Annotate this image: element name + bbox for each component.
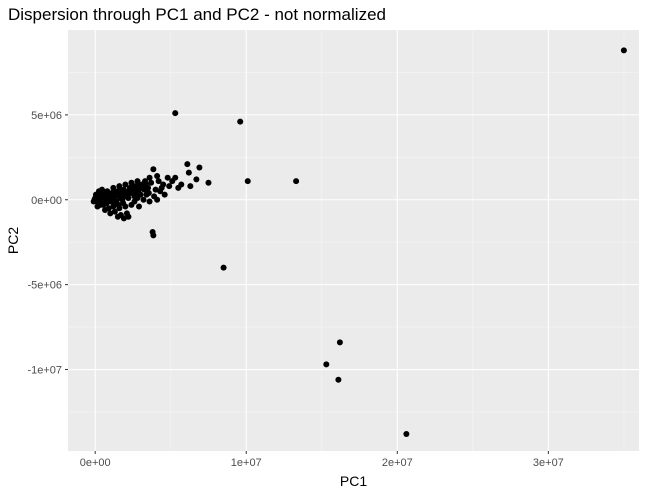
data-point: [135, 203, 142, 210]
data-point: [150, 166, 157, 173]
data-point: [184, 161, 191, 168]
data-point: [121, 191, 128, 198]
data-point: [107, 210, 114, 217]
x-tick-label: 2e+07: [382, 457, 413, 469]
y-tick-label: 5e+06: [31, 110, 62, 122]
data-point: [110, 184, 117, 191]
data-point: [133, 189, 140, 196]
data-point: [205, 179, 212, 186]
data-point: [111, 208, 118, 215]
data-point: [244, 178, 251, 185]
y-tick-label: 0e+00: [31, 195, 62, 207]
data-point: [293, 178, 300, 185]
data-point: [112, 189, 119, 196]
data-point: [220, 264, 227, 271]
data-point: [117, 195, 124, 202]
data-point: [336, 339, 343, 346]
data-point: [154, 172, 161, 179]
data-point: [403, 431, 410, 438]
data-point: [128, 201, 135, 208]
y-tick-label: -5e+06: [27, 280, 62, 292]
data-point: [102, 196, 109, 203]
data-point: [122, 181, 129, 188]
data-point: [146, 174, 153, 181]
data-point: [125, 213, 132, 220]
minor-gridlines: [68, 30, 639, 451]
data-point: [95, 188, 102, 195]
x-tick-label: 1e+07: [231, 457, 262, 469]
data-point: [196, 164, 203, 171]
data-point: [335, 376, 342, 383]
data-point: [155, 178, 162, 185]
x-tick-label: 0e+00: [80, 457, 111, 469]
data-point: [126, 188, 133, 195]
data-point: [93, 193, 100, 200]
data-point: [172, 174, 179, 181]
data-point: [164, 174, 171, 181]
data-point: [185, 169, 192, 176]
data-point: [146, 198, 153, 205]
chart-title: Dispersion through PC1 and PC2 - not nor…: [8, 5, 386, 24]
data-point: [150, 232, 157, 239]
data-point: [116, 183, 123, 190]
data-point: [138, 184, 145, 191]
data-point: [166, 183, 173, 190]
data-point: [114, 213, 121, 220]
data-points: [90, 47, 627, 438]
y-axis-title: PC2: [5, 227, 21, 254]
data-point: [323, 361, 330, 368]
y-axis-ticks: -1e+07 -5e+06 0e+00 5e+06: [27, 110, 68, 377]
x-tick-label: 3e+07: [533, 457, 564, 469]
data-point: [111, 200, 118, 207]
data-point: [175, 184, 182, 191]
data-point: [237, 118, 244, 125]
data-point: [193, 176, 200, 183]
x-axis-title: PC1: [340, 473, 367, 489]
data-point: [148, 179, 155, 186]
data-point: [172, 110, 179, 117]
data-point: [145, 189, 152, 196]
data-point: [134, 178, 141, 185]
data-point: [115, 201, 122, 208]
x-axis-ticks: 0e+00 1e+07 2e+07 3e+07: [80, 451, 564, 469]
data-point: [120, 215, 127, 222]
data-point: [108, 191, 115, 198]
data-point: [120, 200, 127, 207]
data-point: [102, 206, 109, 213]
data-point: [154, 196, 161, 203]
major-gridlines: [68, 30, 639, 451]
plot-panel: [68, 30, 639, 451]
data-point: [130, 183, 137, 190]
data-point: [140, 196, 147, 203]
data-point: [142, 181, 149, 188]
data-point: [187, 183, 194, 190]
data-point: [620, 47, 627, 54]
data-point: [158, 184, 165, 191]
data-point: [94, 203, 101, 210]
data-point: [161, 191, 168, 198]
data-point: [152, 186, 159, 193]
y-tick-label: -1e+07: [27, 365, 62, 377]
